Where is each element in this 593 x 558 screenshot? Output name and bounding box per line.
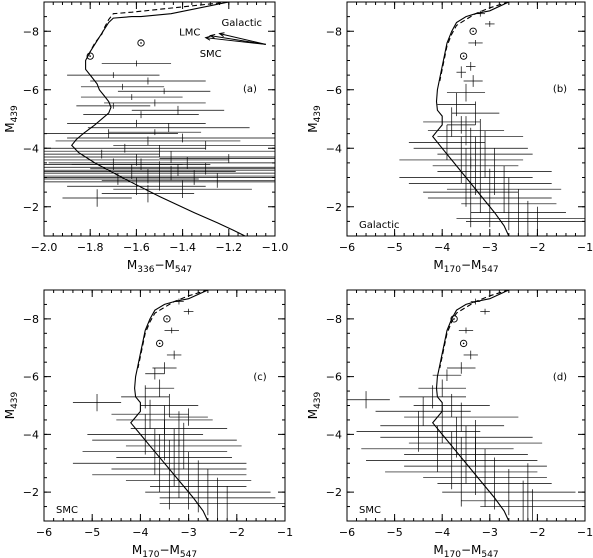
circled-point-center [140, 42, 142, 44]
circled-point [459, 339, 468, 348]
circled-point-center [166, 318, 168, 320]
circled-point-center [453, 318, 455, 320]
x-tick-label: −1 [577, 241, 593, 254]
plot-panel-1: −2.0 −1.8 −1.6 −1.4 −1.2 −1.0 −2 −4 −6 −8 M336−M54… [3, 1, 289, 275]
reddening-label-galactic: Galactic [222, 18, 262, 29]
x-tick-label: −1.2 [215, 241, 242, 254]
x-tick-label: −1.0 [262, 241, 289, 254]
x-tick-label: −1.8 [77, 241, 104, 254]
circled-point [137, 39, 145, 47]
x-axis-label: M170−M547 [132, 543, 197, 558]
circled-point-center [472, 30, 474, 33]
x-axis-label: M170−M547 [433, 543, 498, 558]
y-tick-label: −4 [326, 142, 342, 155]
plot-panel-4: −6 −5 −4 −3 −2 −1 −2 −4 −6 −8 M170−M547 M439 (d) SMC [306, 289, 593, 558]
panel-label: (d) [553, 372, 567, 383]
y-tick-label: −6 [23, 371, 39, 384]
x-tick-label: −5 [84, 526, 100, 539]
y-axis-label: M439 [306, 105, 323, 133]
x-tick-label: −3 [180, 526, 196, 539]
reddening-label-smc: SMC [200, 49, 222, 60]
x-tick-label: −1.4 [169, 241, 196, 254]
circled-point [163, 315, 171, 323]
y-axis-label: M439 [306, 391, 323, 419]
y-tick-label: −2 [326, 486, 342, 499]
circled-point [156, 339, 164, 348]
circled-point-center [89, 55, 91, 57]
plot-frame [43, 1, 276, 237]
data-layer [72, 290, 285, 521]
x-tick-label: −2.0 [31, 241, 58, 254]
x-tick-label: −3 [482, 526, 498, 539]
y-axis-label: M439 [3, 105, 20, 133]
x-tick-label: −1 [277, 526, 293, 539]
panel-label: (b) [553, 84, 567, 95]
y-tick-label: −4 [23, 428, 39, 441]
y-tick-label: −6 [326, 84, 342, 97]
reddening-vector-arrowhead [204, 35, 211, 41]
x-tick-label: −5 [386, 241, 402, 254]
circled-point [86, 52, 94, 60]
reddening-label-lmc: LMC [179, 28, 200, 39]
x-tick-label: −2 [229, 526, 245, 539]
reddening-vector-arrowhead [218, 32, 225, 37]
x-tick-label: −3 [482, 241, 498, 254]
circled-point [459, 52, 468, 60]
x-axis-label: M170−M547 [433, 258, 498, 275]
extinction-law-label: SMC [56, 505, 78, 516]
x-tick-label: −6 [339, 241, 355, 254]
panel-label: (a) [243, 84, 257, 95]
circled-point [450, 315, 458, 323]
y-tick-label: −4 [326, 428, 342, 441]
dashed-track-curve [87, 2, 229, 58]
reddening-vector [219, 33, 266, 45]
x-tick-label: −1.6 [123, 241, 150, 254]
plot-panel-3: −6 −5 −4 −3 −2 −1 −2 −4 −6 −8 M170−M547 M439 (c) SMC [3, 289, 293, 558]
x-tick-label: −1 [577, 526, 593, 539]
y-tick-label: −8 [23, 25, 39, 38]
y-axis-label: M439 [3, 391, 20, 419]
dashed-track-curve [439, 290, 509, 369]
y-tick-label: −8 [326, 313, 342, 326]
y-tick-label: −6 [23, 84, 39, 97]
circled-point [469, 27, 477, 35]
plot-panel-2: −6 −5 −4 −3 −2 −1 −2 −4 −6 −8 M170−M547 M439 (b) Gala… [306, 1, 593, 275]
x-tick-label: −2 [529, 526, 545, 539]
dashed-track-curve [439, 2, 509, 82]
x-tick-label: −4 [434, 241, 450, 254]
y-tick-label: −6 [326, 371, 342, 384]
circled-point-center [462, 342, 465, 345]
y-tick-label: −2 [23, 486, 39, 499]
extinction-law-label: SMC [359, 505, 381, 516]
y-tick-label: −2 [326, 201, 342, 214]
x-tick-label: −4 [434, 526, 450, 539]
x-tick-label: −4 [132, 526, 148, 539]
circled-point-center [158, 342, 161, 345]
reddening-vector-arrowhead [209, 33, 216, 39]
x-tick-label: −5 [386, 526, 402, 539]
data-layer [399, 2, 585, 236]
x-tick-label: −6 [339, 526, 355, 539]
y-tick-label: −8 [23, 313, 39, 326]
reddening-vector [205, 37, 266, 45]
extinction-law-label: Galactic [359, 220, 399, 231]
data-layer [44, 2, 275, 236]
data-layer [347, 290, 585, 521]
circled-point-center [462, 55, 465, 57]
x-tick-label: −6 [36, 526, 52, 539]
y-tick-label: −4 [23, 142, 39, 155]
y-tick-label: −8 [326, 25, 342, 38]
x-tick-label: −2 [529, 241, 545, 254]
dashed-track-curve [137, 290, 209, 369]
panel-label: (c) [253, 372, 266, 383]
solid-track-curve [431, 290, 510, 521]
y-tick-label: −2 [23, 201, 39, 214]
x-axis-label: M336−M547 [127, 258, 192, 275]
